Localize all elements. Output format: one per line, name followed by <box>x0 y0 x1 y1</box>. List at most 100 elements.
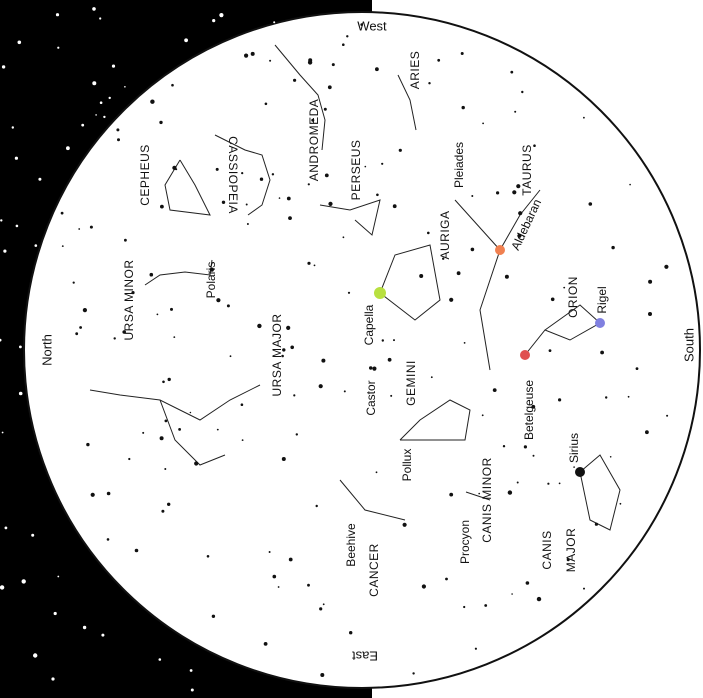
star-dot <box>83 626 86 629</box>
star-dot <box>51 677 54 680</box>
star-dot <box>184 38 188 42</box>
star-dot <box>170 308 173 311</box>
star-dot <box>260 178 263 181</box>
star-dot <box>150 273 154 277</box>
star-dot <box>482 123 484 125</box>
star-dot <box>178 428 181 431</box>
star-dot <box>431 376 433 378</box>
star-dot <box>620 503 622 505</box>
star-dot <box>78 228 80 230</box>
constellation-label: GEMINI <box>404 360 418 406</box>
direction-label: East <box>352 649 378 664</box>
star-dot <box>399 149 402 152</box>
star-dot <box>551 298 555 302</box>
star-dot <box>146 92 150 96</box>
star-dot <box>161 510 164 513</box>
star-dot <box>61 212 64 215</box>
star-label: Castor <box>364 380 378 415</box>
star-dot <box>628 396 630 398</box>
star-dot <box>222 201 225 204</box>
star-dot <box>457 271 461 275</box>
star-dot <box>168 378 171 381</box>
star-dot <box>518 211 522 215</box>
star-dot <box>273 21 275 23</box>
star-dot <box>114 337 116 339</box>
star-dot <box>463 606 465 608</box>
star-dot <box>645 430 649 434</box>
star-dot <box>308 58 312 62</box>
star-dot <box>190 412 192 414</box>
star-dot <box>547 483 549 485</box>
star-dot <box>293 394 295 396</box>
star-dot <box>35 244 38 247</box>
constellation-label: CANIS MINOR <box>480 457 494 543</box>
star-dot <box>514 111 516 113</box>
star-dot <box>471 195 473 197</box>
star-dot <box>5 527 8 530</box>
star-dot <box>128 458 130 460</box>
star-dot <box>537 597 541 601</box>
star-dot <box>212 19 215 22</box>
star-dot <box>293 79 296 82</box>
star-dot <box>273 575 277 579</box>
star-dot <box>328 202 332 206</box>
star-dot <box>611 246 614 249</box>
star-dot <box>157 314 159 316</box>
star-dot <box>319 384 323 388</box>
star-dot <box>251 52 255 56</box>
star-dot <box>92 81 96 85</box>
star-dot <box>563 287 565 289</box>
star-dot <box>605 396 607 398</box>
star-label: Pleiades <box>452 142 466 188</box>
star-dot <box>629 184 631 186</box>
star-dot <box>393 204 397 208</box>
star-dot <box>107 538 110 541</box>
star-dot <box>0 585 4 589</box>
star-dot <box>216 168 219 171</box>
star-dot <box>583 117 585 119</box>
star-dot <box>376 194 379 197</box>
star-dot <box>346 35 348 37</box>
star-dot <box>83 308 87 312</box>
star-dot <box>75 332 78 335</box>
star-dot <box>648 280 652 284</box>
star-dot <box>212 615 215 618</box>
capella-star <box>374 287 386 299</box>
star-dot <box>31 534 34 537</box>
star-label: Rigel <box>595 286 609 313</box>
star-dot <box>503 445 505 447</box>
star-dot <box>666 415 668 417</box>
star-map: West East North South ARIES ANDROMEDA CA… <box>0 0 703 698</box>
star-dot <box>388 358 392 362</box>
star-dot <box>445 578 448 581</box>
star-dot <box>19 392 23 396</box>
star-dot <box>521 91 523 93</box>
star-dot <box>517 482 519 484</box>
star-label: Procyon <box>458 520 472 564</box>
star-dot <box>38 178 41 181</box>
star-dot <box>344 390 346 392</box>
star-dot <box>559 483 561 485</box>
star-dot <box>12 126 14 128</box>
star-dot <box>664 265 668 269</box>
star-dot <box>437 59 440 62</box>
constellation-label: CEPHEUS <box>138 144 152 206</box>
star-dot <box>279 197 281 199</box>
star-dot <box>175 168 177 170</box>
star-dot <box>422 584 426 588</box>
star-dot <box>246 204 248 206</box>
star-dot <box>2 432 4 434</box>
star-dot <box>107 492 111 496</box>
star-dot <box>573 466 575 468</box>
star-dot <box>393 339 395 341</box>
star-dot <box>610 456 612 458</box>
star-dot <box>376 471 378 473</box>
star-dot <box>320 673 324 677</box>
star-dot <box>533 455 535 457</box>
star-dot <box>160 205 164 209</box>
star-dot <box>190 669 193 672</box>
star-dot <box>54 612 57 615</box>
star-dot <box>289 558 293 562</box>
star-dot <box>22 579 26 583</box>
star-dot <box>142 432 144 434</box>
